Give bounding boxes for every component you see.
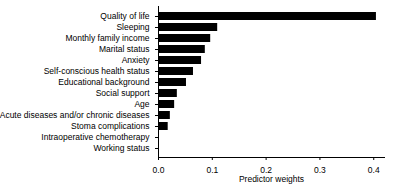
- svg-text:0.2: 0.2: [260, 164, 272, 175]
- svg-text:Social support: Social support: [96, 88, 151, 98]
- svg-text:Self-conscious health status: Self-conscious health status: [44, 66, 150, 76]
- svg-text:0.0: 0.0: [153, 165, 165, 175]
- svg-text:0.3: 0.3: [314, 165, 326, 175]
- svg-text:Monthly family income: Monthly family income: [65, 33, 149, 43]
- svg-text:Age: Age: [134, 99, 149, 109]
- svg-text:Intraoperative chemotherapy: Intraoperative chemotherapy: [41, 132, 150, 142]
- svg-text:Sleeping: Sleeping: [116, 22, 149, 32]
- svg-text:Marital status: Marital status: [99, 44, 150, 54]
- svg-text:Working status: Working status: [93, 143, 149, 153]
- svg-text:Stoma complications: Stoma complications: [71, 121, 149, 131]
- svg-text:Acute diseases and/or chronic: Acute diseases and/or chronic diseases: [0, 110, 150, 120]
- svg-text:0.1: 0.1: [206, 165, 218, 175]
- svg-text:Predictor weights: Predictor weights: [239, 174, 304, 184]
- svg-text:Educational background: Educational background: [58, 77, 149, 87]
- svg-text:Anxiety: Anxiety: [122, 55, 151, 65]
- svg-text:0.4: 0.4: [368, 165, 380, 175]
- svg-text:Quality of life: Quality of life: [100, 11, 149, 21]
